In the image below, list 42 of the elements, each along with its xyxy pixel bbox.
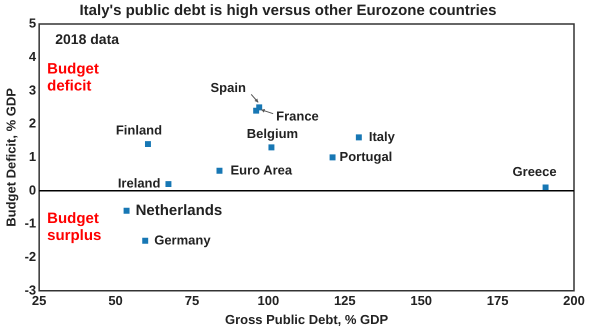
- y-axis-title: Budget Deficit, % GDP: [3, 88, 18, 227]
- point: [330, 154, 336, 160]
- annotation: Spain: [210, 80, 246, 95]
- x-tick-label: 150: [410, 293, 432, 308]
- annotation: Budget surplus: [47, 210, 102, 244]
- annotation: France: [276, 108, 319, 124]
- x-tick-label: 50: [108, 293, 123, 308]
- point: [144, 141, 151, 148]
- x-tick-label: 125: [334, 293, 356, 308]
- x-tick-label: 175: [486, 293, 508, 308]
- y-tick-label: -2: [24, 249, 36, 264]
- annotation: Italy: [368, 128, 396, 144]
- x-tick-label: 200: [563, 293, 585, 308]
- annotation: Belgium: [246, 126, 298, 141]
- annotation: Greece: [512, 164, 557, 179]
- y-tick-label: 0: [28, 182, 36, 198]
- y-tick-label: 3: [28, 82, 36, 98]
- annotation: Euro Area: [230, 162, 293, 178]
- x-tick-label: 100: [258, 293, 280, 308]
- y-tick-label: -1: [24, 216, 36, 231]
- point: [216, 168, 222, 174]
- annotation: Finland: [116, 122, 162, 138]
- point: [542, 184, 549, 190]
- y-tick-label: 5: [28, 16, 36, 31]
- x-axis-title: Gross Public Debt, % GDP: [224, 312, 389, 327]
- point: [142, 238, 148, 244]
- y-tick-label: 2: [28, 116, 36, 131]
- point: [165, 181, 172, 188]
- point: [268, 144, 274, 150]
- x-tick-label: 75: [184, 293, 200, 308]
- annotation: 2018 data: [55, 30, 120, 47]
- annotation: Portugal: [340, 148, 392, 164]
- y-tick-label: 4: [28, 48, 37, 64]
- annotation: Germany: [154, 232, 212, 248]
- annotation: Ireland: [118, 176, 160, 191]
- annotation: Budget deficit: [47, 60, 99, 94]
- point: [253, 108, 260, 114]
- y-tick-label: 1: [28, 148, 36, 164]
- point: [356, 134, 362, 140]
- annotation: Netherlands: [136, 202, 222, 219]
- point: [124, 208, 130, 214]
- chart-title: Italy's public debt is high versus other Eurozone countries: [80, 2, 496, 20]
